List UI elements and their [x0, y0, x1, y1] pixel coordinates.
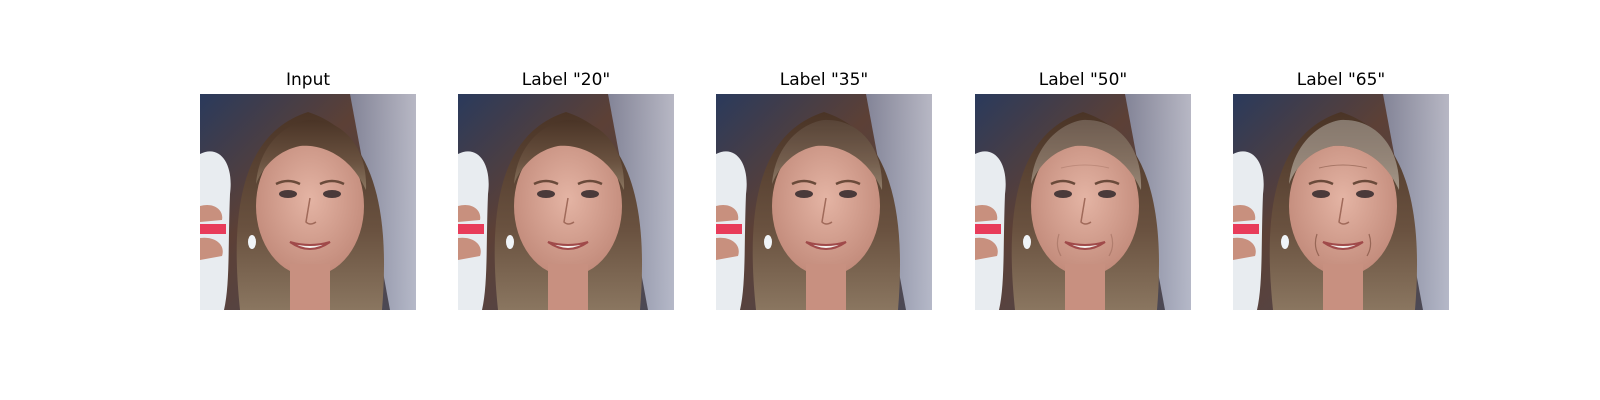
- neck: [1065, 264, 1105, 310]
- grey-hair: [1031, 119, 1142, 190]
- veil: [1125, 94, 1191, 310]
- panel-input: Input: [200, 66, 416, 310]
- face-photo: [1233, 94, 1449, 310]
- red-band: [1233, 224, 1259, 234]
- mouth: [289, 241, 331, 250]
- left-brow: [791, 179, 817, 186]
- right-brow: [577, 179, 603, 186]
- fingers: [458, 204, 481, 260]
- right-eye: [323, 190, 341, 198]
- earring: [248, 235, 256, 249]
- mouth: [805, 241, 847, 250]
- fingers: [1233, 204, 1256, 260]
- nose: [563, 197, 575, 225]
- veil: [608, 94, 674, 310]
- left-eye: [537, 190, 555, 198]
- forehead-line: [1060, 164, 1110, 169]
- mouth: [547, 241, 589, 250]
- hair-fringe: [256, 119, 367, 190]
- smile-line-right: [1108, 233, 1114, 257]
- left-eye: [795, 190, 813, 198]
- face-photo: [975, 94, 1191, 310]
- right-brow: [835, 179, 861, 186]
- veil: [866, 94, 932, 310]
- hair-fringe: [772, 119, 883, 190]
- panel-label-50: Label "50": [975, 66, 1191, 310]
- veil: [1383, 94, 1449, 310]
- grey-hair: [1289, 119, 1400, 190]
- panel-label-35: Label "35": [716, 66, 932, 310]
- face-photo: [200, 94, 416, 310]
- panel-title: Label "35": [779, 70, 869, 90]
- neck: [1323, 264, 1363, 310]
- nose: [1338, 197, 1350, 225]
- earring: [506, 235, 514, 249]
- panel-title: Label "65": [1296, 70, 1386, 90]
- left-brow: [1050, 179, 1076, 186]
- face-photo: [716, 94, 932, 310]
- right-eye: [1098, 190, 1116, 198]
- mouth: [1322, 241, 1364, 250]
- face: [514, 136, 622, 276]
- smile-line-left: [1056, 233, 1062, 257]
- panel-title: Label "20": [521, 70, 611, 90]
- red-band: [975, 224, 1001, 234]
- right-brow: [319, 179, 345, 186]
- left-brow: [275, 179, 301, 186]
- face: [772, 136, 880, 276]
- face-photo: [458, 94, 674, 310]
- panel-title: Input: [285, 70, 331, 90]
- right-brow: [1352, 179, 1378, 186]
- mouth: [1064, 241, 1106, 250]
- left-eye: [1054, 190, 1072, 198]
- fingers: [200, 204, 223, 260]
- earring: [764, 235, 772, 249]
- left-brow: [1308, 179, 1334, 186]
- nose: [821, 197, 833, 225]
- right-eye: [581, 190, 599, 198]
- smile-line-right: [1366, 233, 1372, 257]
- red-band: [458, 224, 484, 234]
- neck: [548, 264, 588, 310]
- panel-label-65: Label "65": [1233, 66, 1449, 310]
- red-band: [200, 224, 226, 234]
- right-eye: [839, 190, 857, 198]
- forehead-line: [1318, 164, 1368, 169]
- nose: [1080, 197, 1092, 225]
- grey-hair: [772, 119, 883, 190]
- neck: [806, 264, 846, 310]
- hair-fringe: [1031, 119, 1142, 190]
- hair-fringe: [514, 119, 625, 190]
- panel-title: Label "50": [1038, 70, 1128, 90]
- smile-line-left: [1314, 233, 1320, 257]
- neck: [290, 264, 330, 310]
- right-brow: [1094, 179, 1120, 186]
- earring: [1023, 235, 1031, 249]
- left-brow: [533, 179, 559, 186]
- fingers: [716, 204, 739, 260]
- right-eye: [1356, 190, 1374, 198]
- red-band: [716, 224, 742, 234]
- panel-label-20: Label "20": [458, 66, 674, 310]
- fingers: [975, 204, 998, 260]
- veil: [350, 94, 416, 310]
- left-eye: [279, 190, 297, 198]
- face: [1031, 136, 1139, 276]
- nose: [305, 197, 317, 225]
- face: [256, 136, 364, 276]
- left-eye: [1312, 190, 1330, 198]
- earring: [1281, 235, 1289, 249]
